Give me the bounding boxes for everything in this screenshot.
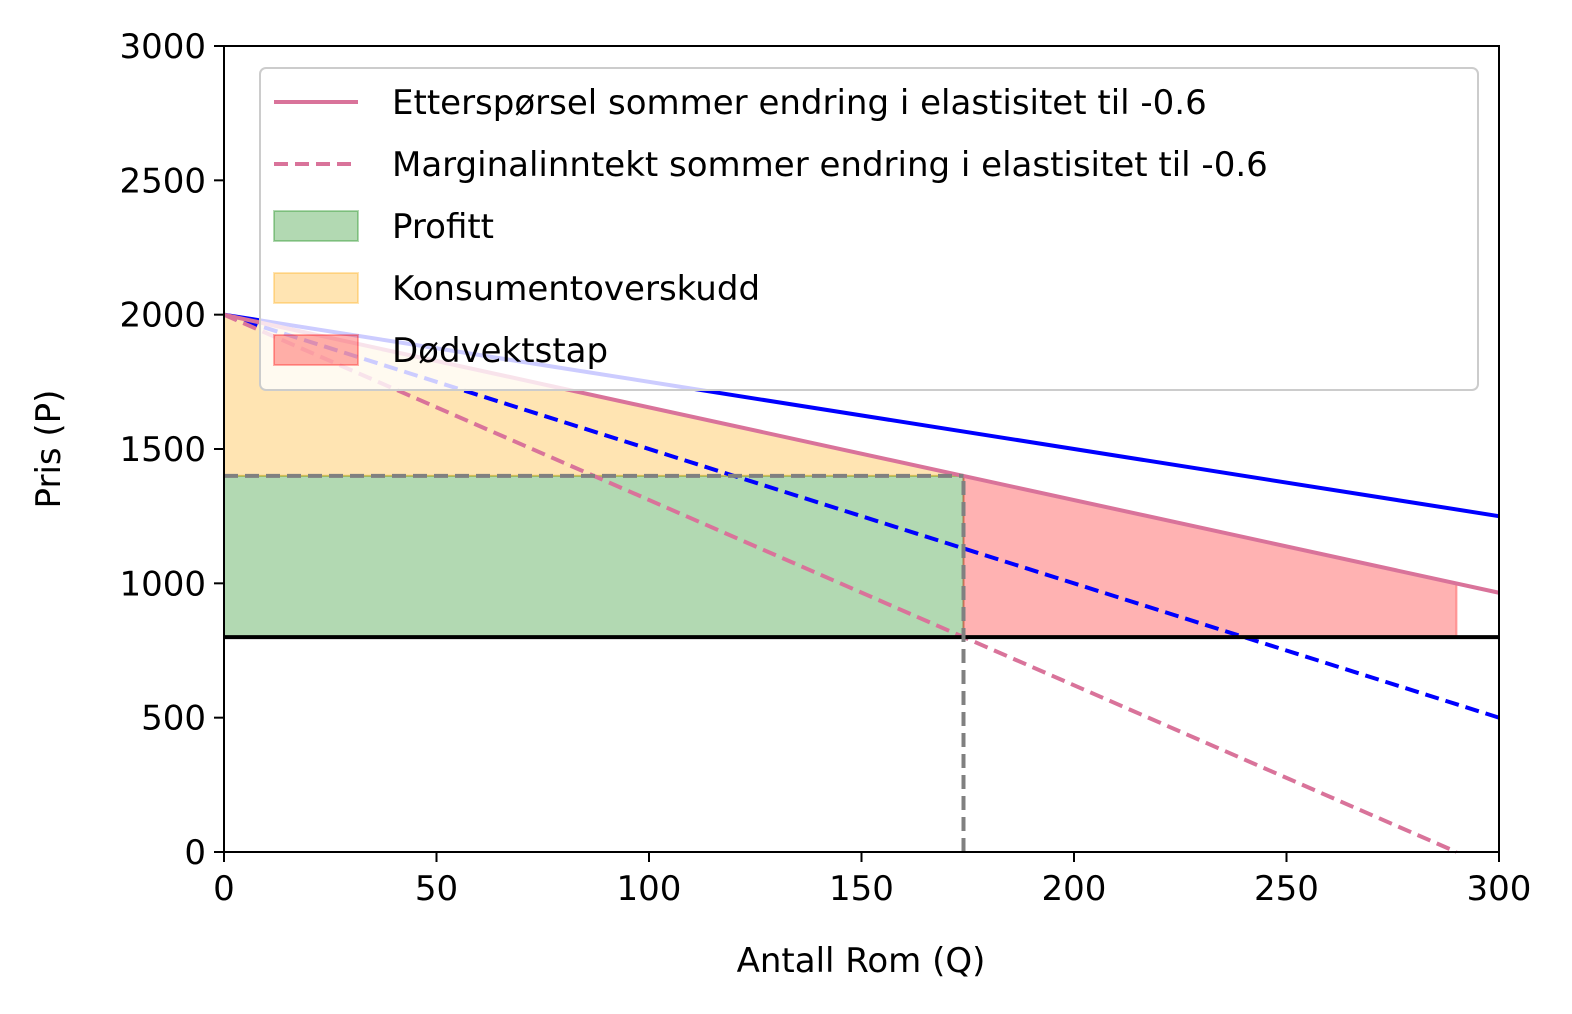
x-tick-label: 250 (1254, 869, 1319, 909)
x-tick-label: 50 (415, 869, 458, 909)
y-tick-label: 1500 (119, 430, 206, 470)
y-tick-label: 2500 (119, 161, 206, 201)
x-tick-label: 0 (213, 869, 235, 909)
x-tick-label: 150 (829, 869, 894, 909)
y-tick-label: 2000 (119, 296, 206, 336)
legend-label: Etterspørsel sommer endring i elastisite… (392, 83, 1207, 123)
legend-label: Marginalinntekt sommer endring i elastis… (392, 145, 1268, 185)
x-axis-label: Antall Rom (Q) (737, 941, 986, 981)
y-axis-label: Pris (P) (29, 390, 69, 509)
y-axis: 0 500 1000 1500 2000 2500 3000 (119, 27, 224, 873)
series-line-3 (223, 312, 1458, 854)
x-tick-label: 200 (1042, 869, 1107, 909)
y-tick-label: 500 (141, 699, 206, 739)
y-tick-label: 3000 (119, 27, 206, 67)
legend: Etterspørsel sommer endring i elastisite… (259, 67, 1479, 391)
area-dødvektstap (962, 474, 1458, 639)
x-tick-label: 100 (617, 869, 682, 909)
y-tick-label: 1000 (119, 564, 206, 604)
x-axis: 0 50 100 150 200 250 300 (213, 852, 1531, 909)
legend-patch-swatch (273, 334, 359, 366)
legend-patch-swatch (273, 272, 359, 304)
legend-label: Dødvektstap (392, 331, 608, 371)
legend-box (259, 67, 1479, 391)
legend-patch-swatch (273, 210, 359, 242)
x-tick-label: 300 (1467, 869, 1532, 909)
area-profitt (223, 474, 965, 639)
y-tick-label: 0 (184, 833, 206, 873)
legend-label: Konsumentoverskudd (392, 269, 760, 309)
legend-label: Profitt (392, 207, 494, 247)
